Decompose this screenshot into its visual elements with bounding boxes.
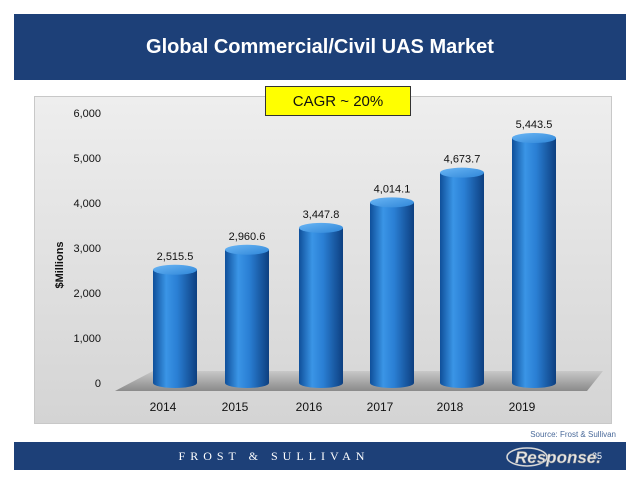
bar-2014 xyxy=(153,269,197,388)
x-tick-label: 2017 xyxy=(367,400,394,414)
bars: 2,515.5 2,960.6 3,447.8 4,014.1 4,673.7 5,443… xyxy=(153,119,556,388)
bar-cap-2016 xyxy=(299,222,343,233)
y-tick-label: 0 xyxy=(95,378,101,390)
y-tick-label: 3,000 xyxy=(73,243,101,255)
y-axis: 0 1,000 2,000 3,000 4,000 5,000 6,000 xyxy=(73,108,101,390)
source-note: Source: Frost & Sullivan xyxy=(530,430,616,439)
footer-brand: FROST & SULLIVAN xyxy=(178,449,370,463)
page-title: Global Commercial/Civil UAS Market xyxy=(146,35,494,58)
data-label-2016: 3,447.8 xyxy=(303,209,340,221)
bar-cap-2018 xyxy=(440,167,484,178)
y-axis-label: $Millions xyxy=(54,241,66,288)
data-label-2014: 2,515.5 xyxy=(157,251,194,263)
x-axis: 2014 2015 2016 2017 2018 2019 xyxy=(150,400,536,414)
watermark-text: Response. xyxy=(515,448,601,467)
x-tick-label: 2016 xyxy=(296,400,323,414)
y-tick-label: 1,000 xyxy=(73,333,101,345)
bar-cap-2015 xyxy=(225,244,269,255)
data-label-2015: 2,960.6 xyxy=(229,231,266,243)
bar-cap-2019 xyxy=(512,133,556,144)
page-number: 35 xyxy=(591,451,602,461)
bar-2017 xyxy=(370,202,414,388)
cagr-annotation: CAGR ~ 20% xyxy=(265,86,411,116)
chart-panel: 0 1,000 2,000 3,000 4,000 5,000 6,000 2,515.5 2… xyxy=(34,96,612,424)
response-watermark-logo: Response. xyxy=(506,447,601,467)
y-tick-label: 2,000 xyxy=(73,288,101,300)
x-tick-label: 2015 xyxy=(222,400,249,414)
data-label-2018: 4,673.7 xyxy=(444,154,481,166)
data-label-2019: 5,443.5 xyxy=(516,119,553,131)
bar-cap-2014 xyxy=(153,264,197,275)
bar-2018 xyxy=(440,172,484,388)
bar-2015 xyxy=(225,249,269,388)
x-tick-label: 2014 xyxy=(150,400,177,414)
y-tick-label: 4,000 xyxy=(73,198,101,210)
bar-cap-2017 xyxy=(370,197,414,208)
bar-2016 xyxy=(299,227,343,388)
title-bar: Global Commercial/Civil UAS Market xyxy=(14,14,626,80)
x-tick-label: 2018 xyxy=(437,400,464,414)
bar-2019 xyxy=(512,138,556,388)
x-tick-label: 2019 xyxy=(509,400,536,414)
y-tick-label: 5,000 xyxy=(73,153,101,165)
data-label-2017: 4,014.1 xyxy=(374,183,411,195)
y-tick-label: 6,000 xyxy=(73,108,101,120)
